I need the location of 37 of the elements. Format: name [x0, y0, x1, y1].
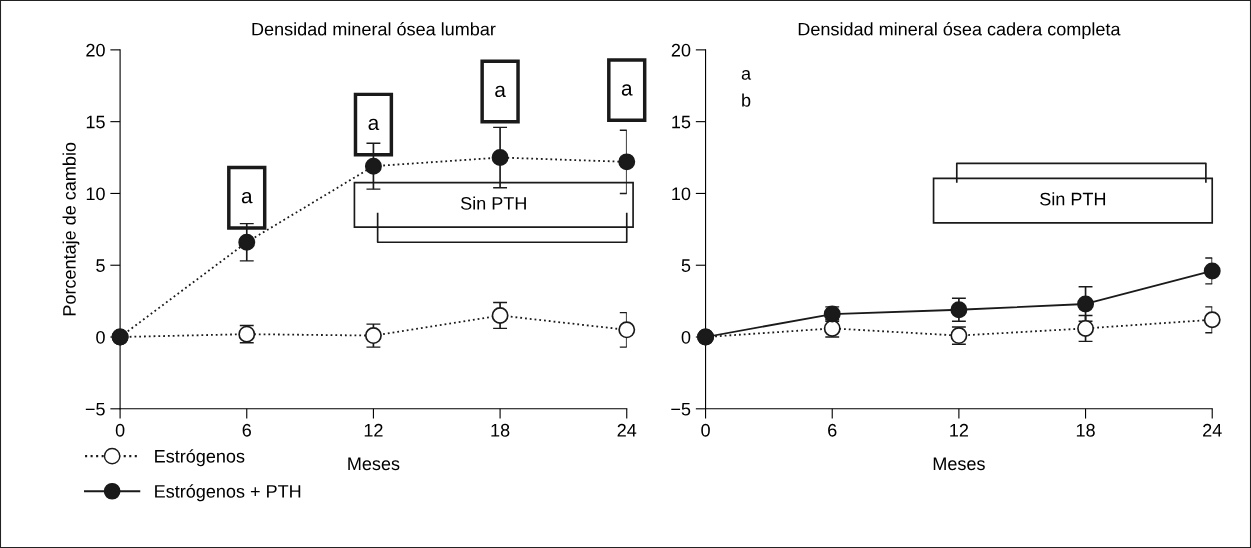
y-axis-title: Porcentaje de cambio	[62, 142, 80, 316]
annotation: Sin PTH	[460, 196, 526, 210]
annotation: a	[621, 84, 633, 96]
chart-title: Densidad mineral ósea lumbar	[252, 22, 496, 36]
y-tick-label: 20	[86, 43, 105, 57]
y-tick-label: 15	[86, 115, 105, 129]
legend-label: Estrógenos + PTH	[155, 484, 301, 502]
x-tick-label: 18	[1076, 423, 1095, 437]
x-tick-label: 12	[364, 423, 383, 437]
annotation: a	[495, 85, 506, 98]
y-tick-label: 15	[672, 115, 691, 129]
y-tick-label: 0	[96, 330, 105, 344]
x-tick-label: 24	[1203, 423, 1222, 437]
chart-title: Densidad mineral ósea cadera completa	[798, 22, 1121, 40]
x-tick-label: 6	[242, 423, 251, 437]
legend-label: Estrógenos	[155, 449, 245, 467]
y-tick-label: −5	[671, 402, 691, 416]
annotation: Sin PTH	[1040, 192, 1106, 206]
x-tick-label: 6	[828, 423, 837, 437]
y-tick-label: 10	[672, 187, 691, 201]
x-axis-title: Meses	[348, 457, 400, 471]
annotation: b	[742, 93, 751, 107]
y-tick-label: 20	[671, 43, 691, 57]
x-tick-label: 0	[115, 423, 125, 437]
x-tick-label: 18	[491, 423, 510, 437]
y-tick-label: 5	[96, 259, 105, 272]
annotation: a	[368, 118, 380, 131]
x-tick-label: 0	[701, 423, 710, 437]
y-tick-label: 5	[681, 259, 691, 272]
annotation: a	[741, 69, 752, 80]
y-tick-label: 10	[86, 187, 105, 201]
y-tick-label: 0	[681, 330, 691, 344]
annotation: a	[241, 191, 253, 204]
x-tick-label: 24	[617, 423, 637, 437]
y-tick-label: −5	[85, 402, 105, 416]
x-tick-label: 12	[950, 423, 969, 437]
x-axis-title: Meses	[933, 457, 985, 471]
